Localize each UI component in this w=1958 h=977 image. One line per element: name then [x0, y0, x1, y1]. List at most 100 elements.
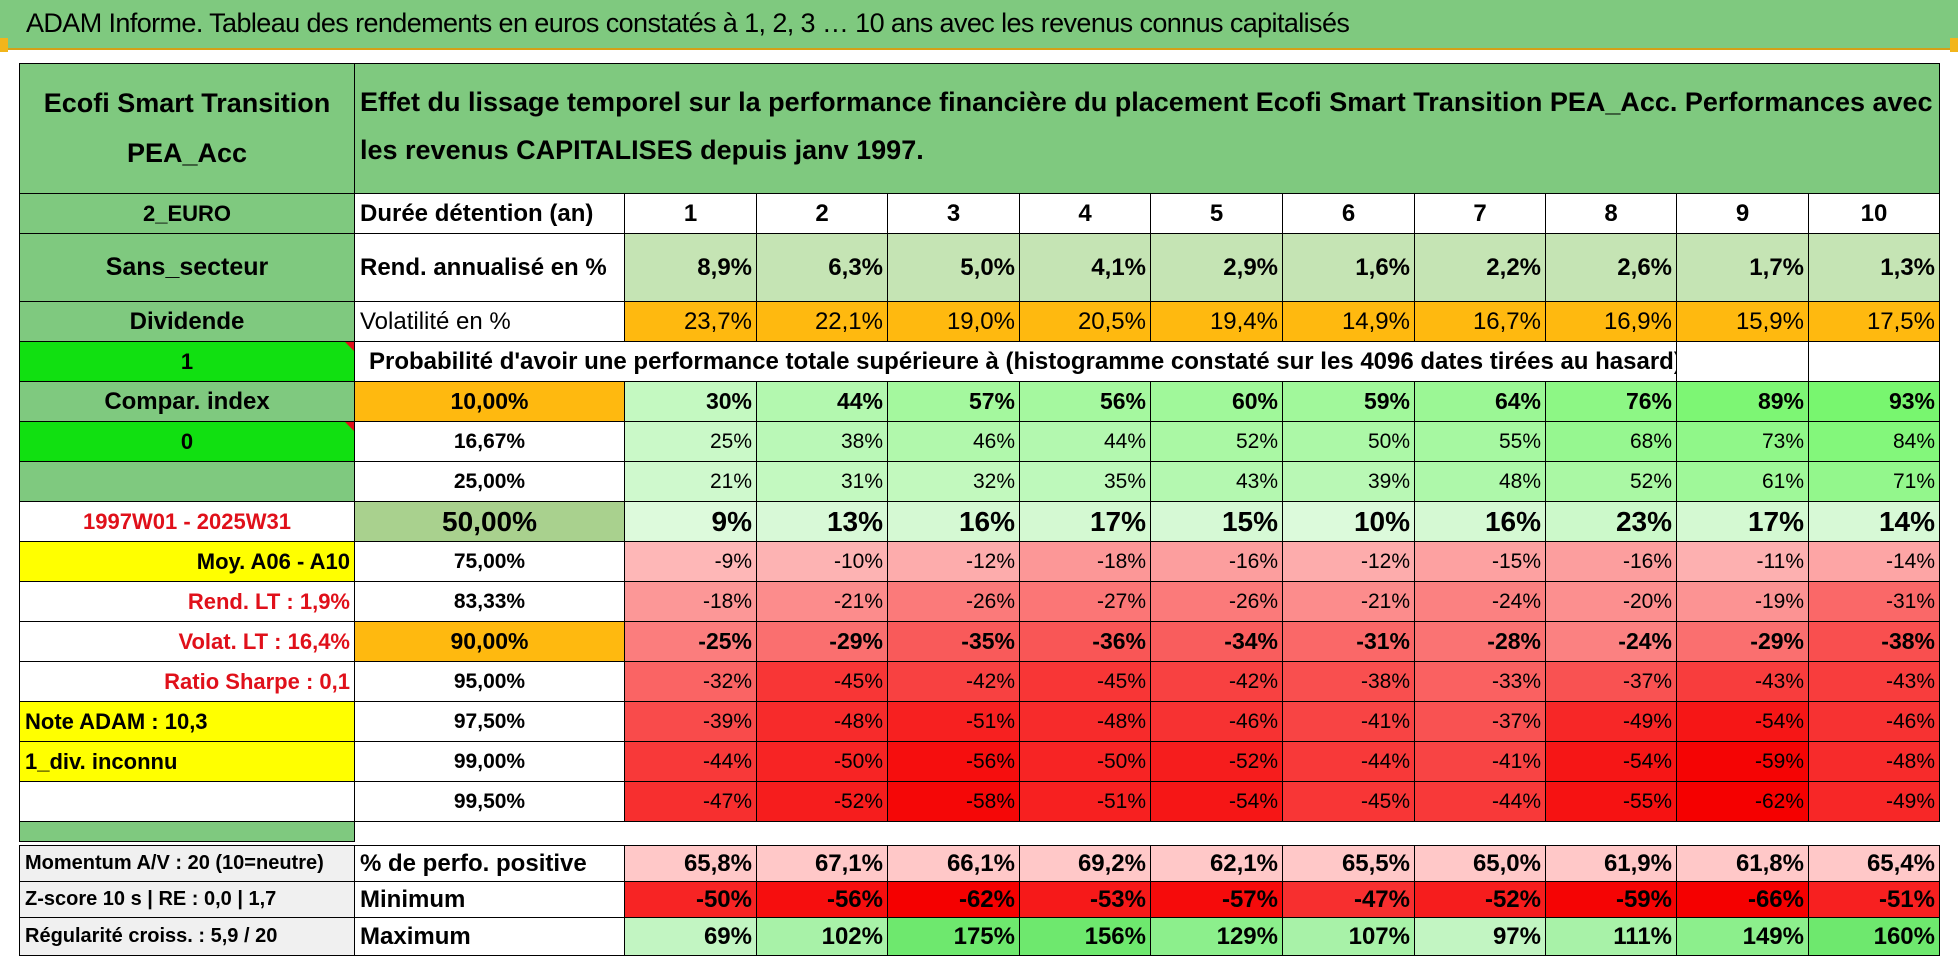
year-header-8: 8 — [1545, 193, 1677, 234]
probability-value: -26% — [1150, 581, 1283, 622]
probability-value: -21% — [756, 581, 888, 622]
stat-left-2: Régularité croiss. : 5,9 / 20 — [19, 917, 355, 956]
stat-value: 156% — [1019, 917, 1151, 956]
left-corner-marker — [0, 38, 8, 52]
probability-value: -62% — [1676, 781, 1809, 822]
probability-value: -25% — [624, 621, 757, 662]
probability-value: 35% — [1019, 461, 1151, 502]
probability-value: 84% — [1808, 421, 1940, 462]
probability-value: -48% — [1019, 701, 1151, 742]
left-cell-7: 1997W01 - 2025W31 — [19, 501, 355, 542]
stat-value: -59% — [1545, 881, 1677, 918]
probability-value: -48% — [1808, 741, 1940, 782]
probability-value: 93% — [1808, 381, 1940, 422]
probability-value: -11% — [1676, 541, 1809, 582]
probability-value: 16% — [887, 501, 1020, 542]
rend-value: 6,3% — [756, 233, 888, 302]
spacer-band — [19, 821, 355, 842]
probability-value: 25% — [624, 421, 757, 462]
probability-value: -37% — [1545, 661, 1677, 702]
probability-value: -37% — [1414, 701, 1546, 742]
probability-value: 76% — [1545, 381, 1677, 422]
vol-value: 16,7% — [1414, 301, 1546, 342]
probability-value: -24% — [1414, 581, 1546, 622]
probability-value: 16% — [1414, 501, 1546, 542]
probability-value: -16% — [1150, 541, 1283, 582]
probability-value: -54% — [1150, 781, 1283, 822]
stat-value: 61,8% — [1676, 845, 1809, 882]
year-header-6: 6 — [1282, 193, 1415, 234]
probability-value: -58% — [887, 781, 1020, 822]
stat-left-1: Z-score 10 s | RE : 0,0 | 1,7 — [19, 881, 355, 918]
stat-value: 65,0% — [1414, 845, 1546, 882]
probability-value: -50% — [756, 741, 888, 782]
level-cell: 99,50% — [354, 781, 625, 822]
rend-value: 2,2% — [1414, 233, 1546, 302]
probability-value: -41% — [1414, 741, 1546, 782]
probability-value: 38% — [756, 421, 888, 462]
year-header-5: 5 — [1150, 193, 1283, 234]
probability-value: -54% — [1545, 741, 1677, 782]
level-cell: 83,33% — [354, 581, 625, 622]
stat-value: 102% — [756, 917, 888, 956]
probability-value: 55% — [1414, 421, 1546, 462]
level-cell: 99,00% — [354, 741, 625, 782]
probability-value: -59% — [1676, 741, 1809, 782]
probability-value: 31% — [756, 461, 888, 502]
probability-value: 30% — [624, 381, 757, 422]
probability-value: -12% — [887, 541, 1020, 582]
probability-value: -18% — [1019, 541, 1151, 582]
left-cell-13: 1_div. inconnu — [19, 741, 355, 782]
left-cell-3: 1 — [19, 341, 355, 382]
vol-value: 16,9% — [1545, 301, 1677, 342]
probability-value: 17% — [1019, 501, 1151, 542]
stat-value: 62,1% — [1150, 845, 1283, 882]
left-cell-5: 0 — [19, 421, 355, 462]
probability-value: 73% — [1676, 421, 1809, 462]
probability-value: 64% — [1414, 381, 1546, 422]
probability-value: -42% — [887, 661, 1020, 702]
stat-value: 111% — [1545, 917, 1677, 956]
title-bar: ADAM Informe. Tableau des rendements en … — [0, 0, 1958, 50]
probability-value: -33% — [1414, 661, 1546, 702]
comment-marker — [345, 422, 354, 431]
vol-value: 19,0% — [887, 301, 1020, 342]
probability-value: 71% — [1808, 461, 1940, 502]
probability-value: 50% — [1282, 421, 1415, 462]
probability-value: -31% — [1808, 581, 1940, 622]
stat-value: -53% — [1019, 881, 1151, 918]
probability-value: 9% — [624, 501, 757, 542]
probability-value: -20% — [1545, 581, 1677, 622]
vol-value: 17,5% — [1808, 301, 1940, 342]
years-label: Durée détention (an) — [354, 193, 625, 234]
probability-value: 14% — [1808, 501, 1940, 542]
stat-value: 129% — [1150, 917, 1283, 956]
probability-value: -45% — [1282, 781, 1415, 822]
probability-value: -35% — [887, 621, 1020, 662]
probability-value: 13% — [756, 501, 888, 542]
probability-value: -10% — [756, 541, 888, 582]
probability-value: -26% — [887, 581, 1020, 622]
probability-value: -31% — [1282, 621, 1415, 662]
probability-value: 59% — [1282, 381, 1415, 422]
stat-value: 65,8% — [624, 845, 757, 882]
level-cell: 97,50% — [354, 701, 625, 742]
probability-value: -19% — [1676, 581, 1809, 622]
stat-value: 61,9% — [1545, 845, 1677, 882]
left-cell-0: 2_EURO — [19, 193, 355, 234]
probability-value: 21% — [624, 461, 757, 502]
probability-value: -48% — [756, 701, 888, 742]
left-cell-14 — [19, 781, 355, 822]
year-header-1: 1 — [624, 193, 757, 234]
left-cell-10: Volat. LT : 16,4% — [19, 621, 355, 662]
level-cell: 75,00% — [354, 541, 625, 582]
probability-value: -43% — [1676, 661, 1809, 702]
stat-value: -56% — [756, 881, 888, 918]
fund-description: Effet du lissage temporel sur la perform… — [354, 63, 1940, 194]
probability-value: -24% — [1545, 621, 1677, 662]
stat-value: -50% — [624, 881, 757, 918]
probability-value: -44% — [1282, 741, 1415, 782]
probability-value: -56% — [887, 741, 1020, 782]
stat-value: -57% — [1150, 881, 1283, 918]
stat-value: 160% — [1808, 917, 1940, 956]
